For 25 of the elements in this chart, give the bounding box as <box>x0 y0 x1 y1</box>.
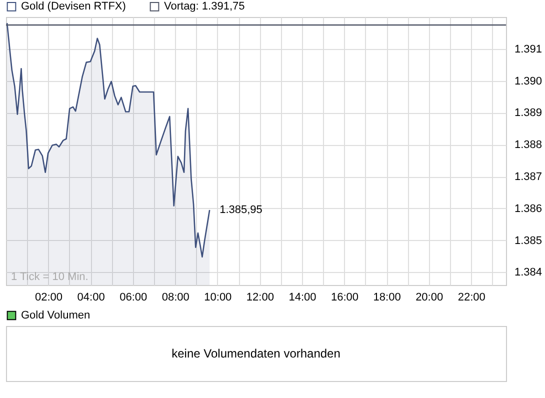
x-tick-label: 02:00 <box>35 292 63 304</box>
y-tick-label: 1.388 <box>514 139 542 152</box>
y-tick-label: 1.384 <box>514 266 542 279</box>
y-tick-label: 1.390 <box>514 75 542 88</box>
x-tick-label: 14:00 <box>288 292 316 304</box>
text: keine Volumendaten vorhanden <box>172 346 340 360</box>
x-tick-label: 22:00 <box>458 292 486 304</box>
legend-label: Gold Volumen <box>21 310 90 322</box>
data-label: 1.385,95 <box>220 204 262 216</box>
x-tick-label: 10:00 <box>204 292 232 304</box>
x-tick-label: 20:00 <box>416 292 444 304</box>
x-tick-label: 18:00 <box>373 292 401 304</box>
x-tick-label: 16:00 <box>331 292 359 304</box>
x-tick-label: 08:00 <box>162 292 190 304</box>
legend-label: Vortag: 1.391,75 <box>164 0 245 13</box>
x-tick-label: 04:00 <box>77 292 105 304</box>
y-tick-label: 1.391 <box>514 43 542 56</box>
x-tick-label: 06:00 <box>120 292 148 304</box>
annotation: 1 Tick = 10 Min. <box>11 271 88 283</box>
y-tick-label: 1.386 <box>514 202 542 215</box>
y-tick-label: 1.385 <box>514 234 542 247</box>
legend-label: Gold (Devisen RTFX) <box>21 0 126 13</box>
x-tick-label: 12:00 <box>246 292 274 304</box>
y-tick-label: 1.387 <box>514 171 542 184</box>
y-tick-label: 1.389 <box>514 107 542 120</box>
